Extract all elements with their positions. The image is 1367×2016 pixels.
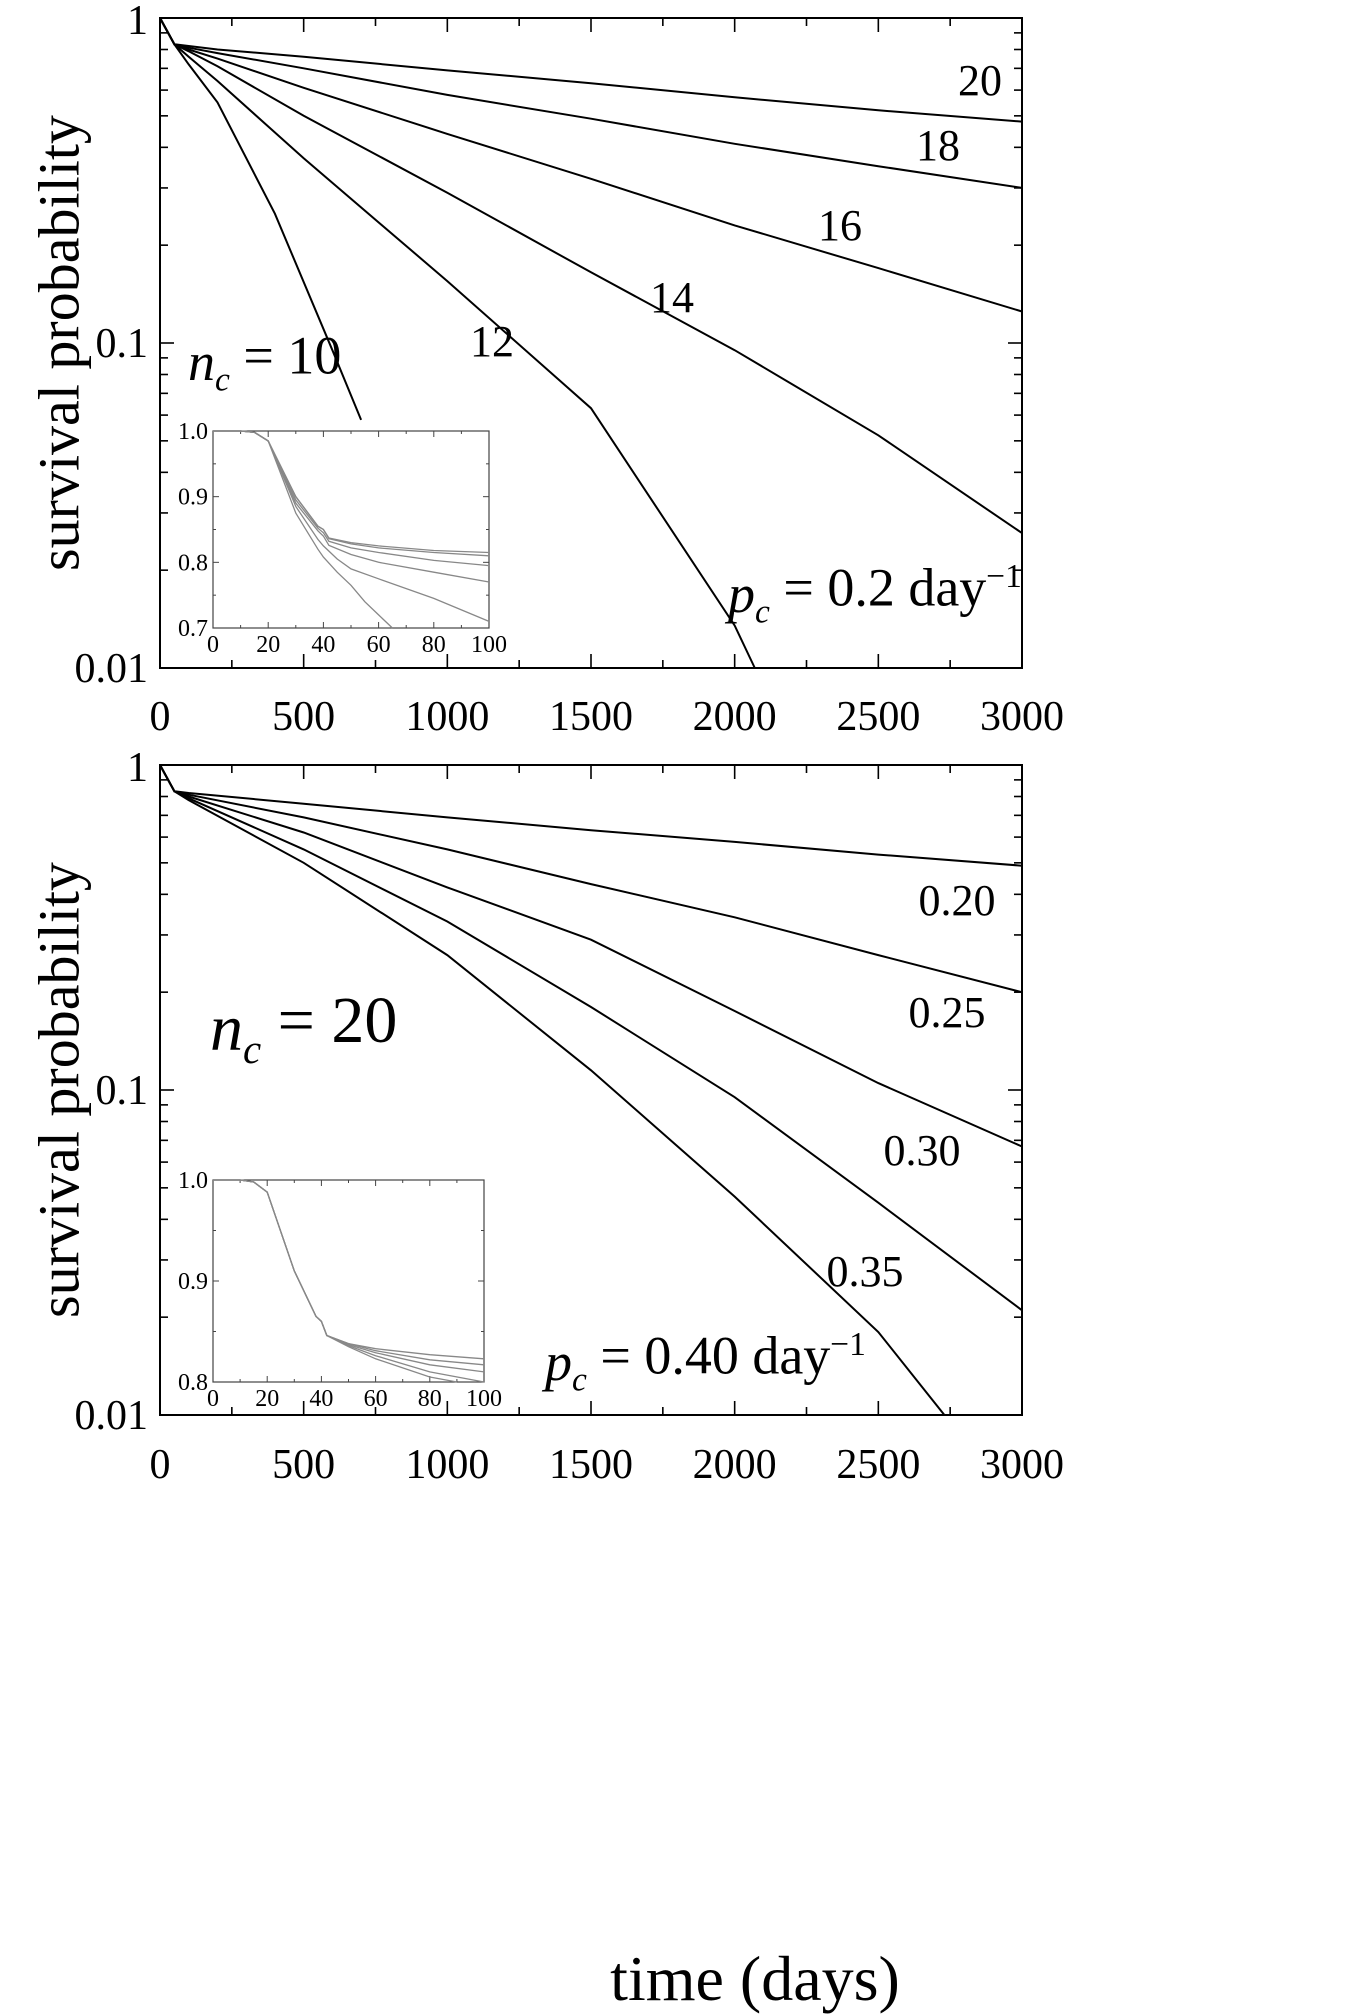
inset-plot: 0 20 40 60 80 100 0.8 0.9 1.0: [178, 1168, 502, 1412]
series-label-20: 20: [958, 56, 1002, 105]
series-line-0.40: [159, 764, 946, 1416]
series-label-18: 18: [916, 121, 960, 170]
inset-frame: [212, 1179, 485, 1383]
inset-x-tick-label: 100: [471, 632, 507, 658]
x-tick-label: 1500: [549, 694, 633, 740]
inset-y-tick-label: 0.8: [178, 1370, 208, 1396]
y-axis-title: survival probability: [26, 862, 91, 1318]
series-label-0.25: 0.25: [909, 988, 986, 1037]
x-tick-label: 3000: [980, 1442, 1064, 1488]
series-label-0.35: 0.35: [827, 1247, 904, 1296]
series-label-0.40: pc = 0.40 day−1: [541, 1325, 866, 1398]
series-label-16: 16: [818, 201, 862, 250]
y-axis-title: survival probability: [26, 115, 91, 571]
bottom-panel: 0 500 1000 1500 2000 2500 30000.010.11survival…: [26, 745, 1064, 1488]
series-label-0.30: 0.30: [884, 1126, 961, 1175]
inset-x-tick-label: 40: [311, 632, 335, 658]
series-line-0.30: [159, 764, 1023, 1148]
inset-plot: 0 20 40 60 80 100 0.7 0.8 0.9 1.0: [178, 419, 507, 658]
x-tick-label: 2500: [836, 694, 920, 740]
inset-x-tick-label: 0: [207, 1386, 219, 1412]
inset-x-tick-label: 80: [418, 1386, 442, 1412]
x-tick-label: 1000: [405, 1442, 489, 1488]
inset-y-tick-label: 0.7: [178, 616, 208, 642]
x-tick-label: 2000: [693, 694, 777, 740]
x-tick-label: 3000: [980, 694, 1064, 740]
y-tick-label: 0.1: [96, 321, 149, 367]
inset-x-tick-label: 80: [422, 632, 446, 658]
parameter-annotation: nc = 20: [210, 984, 397, 1072]
inset-series-line-10: [213, 430, 393, 629]
x-tick-label: 500: [272, 694, 335, 740]
inset-frame: [212, 430, 490, 629]
series-line-16: [159, 17, 1023, 313]
inset-y-tick-label: 0.8: [178, 550, 208, 576]
inset-x-tick-label: 20: [256, 632, 280, 658]
series-line-18: [159, 17, 1023, 189]
y-tick-label: 0.01: [75, 646, 149, 692]
inset-x-tick-label: 20: [255, 1386, 279, 1412]
inset-x-tick-label: 0: [207, 632, 219, 658]
x-tick-label: 500: [272, 1442, 335, 1488]
series-label-12: 12: [470, 317, 514, 366]
inset-y-tick-label: 0.9: [178, 485, 208, 511]
y-tick-label: 1: [127, 0, 148, 44]
x-tick-label: 0: [150, 1442, 171, 1488]
inset-x-tick-label: 40: [309, 1386, 333, 1412]
x-axis-title: time (days): [610, 1943, 900, 2014]
inset-y-tick-label: 1.0: [178, 419, 208, 445]
inset-x-tick-label: 100: [466, 1386, 502, 1412]
series-line-20: [159, 17, 1023, 123]
series-line-12: [159, 17, 756, 669]
inset-series-line-0.40: [213, 1179, 458, 1383]
inset-y-tick-label: 1.0: [178, 1168, 208, 1194]
x-tick-label: 1000: [405, 694, 489, 740]
y-tick-label: 0.1: [96, 1068, 149, 1114]
y-tick-label: 1: [127, 745, 148, 791]
x-tick-label: 2000: [693, 1442, 777, 1488]
parameter-annotation: pc = 0.2 day−1: [724, 557, 1022, 630]
inset-y-tick-label: 0.9: [178, 1269, 208, 1295]
x-tick-label: 0: [150, 694, 171, 740]
top-panel: 0 500 1000 1500 2000 2500 30000.010.11survival…: [26, 0, 1064, 740]
inset-x-tick-label: 60: [364, 1386, 388, 1412]
series-label-0.20: 0.20: [919, 876, 996, 925]
y-tick-label: 0.01: [75, 1393, 149, 1439]
series-line-0.25: [159, 764, 1023, 994]
x-tick-label: 2500: [836, 1442, 920, 1488]
inset-x-tick-label: 60: [367, 632, 391, 658]
series-label-10: nc = 10: [188, 325, 341, 398]
x-tick-label: 1500: [549, 1442, 633, 1488]
series-label-14: 14: [650, 273, 694, 322]
